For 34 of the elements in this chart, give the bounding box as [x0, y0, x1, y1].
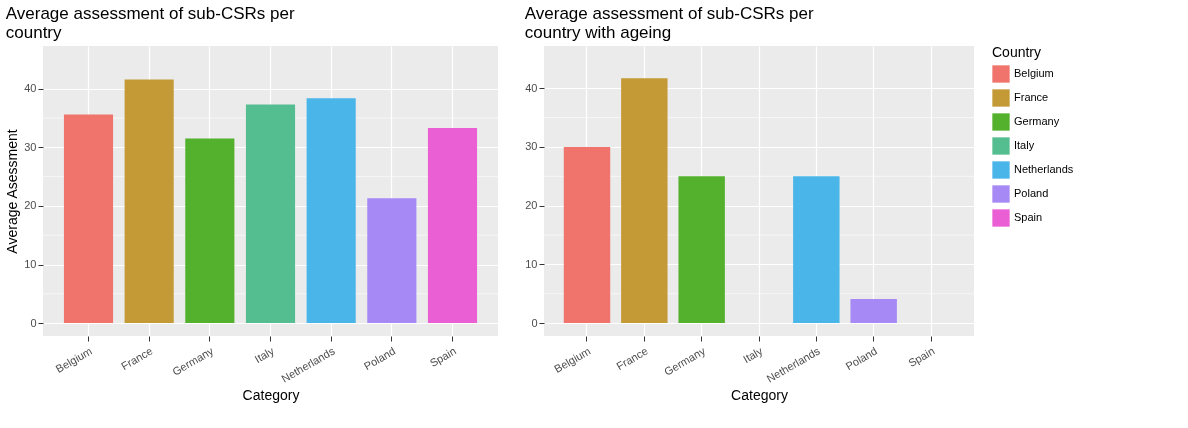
legend-label: Italy	[1014, 139, 1035, 151]
bar	[367, 198, 417, 324]
legend-label: Netherlands	[1014, 163, 1074, 175]
y-tick-label: 20	[24, 199, 37, 212]
x-tick-label: Spain	[427, 344, 458, 370]
x-axis-title: Category	[242, 386, 300, 403]
y-axis-title: Average Asessment	[4, 129, 21, 254]
bar	[63, 114, 114, 324]
y-tick-label: 10	[525, 257, 538, 270]
legend-label: Belgium	[1014, 67, 1054, 79]
y-tick-label: 0	[30, 316, 37, 329]
y-tick-label: 20	[525, 199, 538, 212]
legend-label: France	[1014, 91, 1049, 103]
y-tick-label: 0	[531, 316, 538, 329]
chart-title: Average assessment of sub-CSRs per country with ageing	[524, 4, 814, 42]
chart-title: Average assessment of sub-CSRs per country	[5, 4, 295, 42]
x-tick-label: Italy	[741, 344, 765, 366]
x-tick-label: Spain	[906, 344, 937, 370]
y-tick-label: 40	[525, 81, 538, 94]
x-axis-title: Category	[731, 386, 788, 403]
bar	[124, 79, 174, 324]
legend-label: Spain	[1014, 211, 1043, 223]
legend-title: Country	[992, 44, 1042, 60]
y-tick-label: 30	[525, 140, 538, 153]
legend-label: Germany	[1014, 115, 1060, 127]
bar	[185, 138, 235, 324]
y-tick-label: 30	[24, 140, 37, 153]
x-tick-label: Italy	[252, 344, 277, 366]
bar	[427, 128, 478, 324]
y-tick-label: 10	[24, 258, 37, 271]
y-tick-label: 40	[24, 82, 37, 95]
legend-label: Poland	[1014, 187, 1049, 199]
bar	[306, 98, 356, 324]
bar	[245, 104, 296, 324]
